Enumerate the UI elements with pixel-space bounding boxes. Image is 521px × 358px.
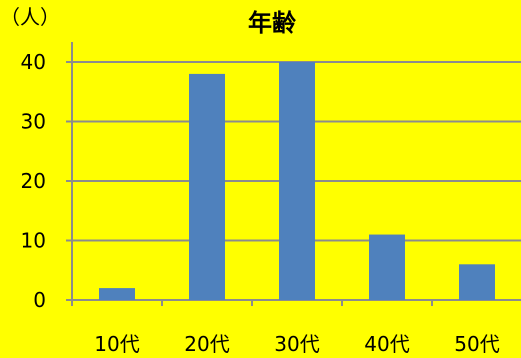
- chart-title: 年齢: [248, 9, 297, 37]
- y-tick-label-20: 20: [21, 169, 46, 193]
- bar-40代: [369, 235, 405, 300]
- bar-30代: [279, 62, 315, 300]
- x-tick-labels: 10代 20代 30代 40代 50代: [94, 332, 499, 356]
- bar-50代: [459, 264, 495, 300]
- y-tick-labels: 0 10 20 30 40: [21, 50, 46, 312]
- x-tick-label-10代: 10代: [94, 332, 139, 356]
- bar-10代: [99, 288, 135, 300]
- x-tick-label-50代: 50代: [454, 332, 499, 356]
- x-tick-label-20代: 20代: [184, 332, 229, 356]
- y-tick-label-30: 30: [21, 110, 46, 134]
- y-tick-label-10: 10: [21, 229, 46, 253]
- x-tick-label-30代: 30代: [274, 332, 319, 356]
- y-tick-label-0: 0: [33, 288, 46, 312]
- bar-20代: [189, 74, 225, 300]
- y-tick-label-40: 40: [21, 50, 46, 74]
- y-axis-label: （人）: [0, 5, 60, 29]
- x-tick-label-40代: 40代: [364, 332, 409, 356]
